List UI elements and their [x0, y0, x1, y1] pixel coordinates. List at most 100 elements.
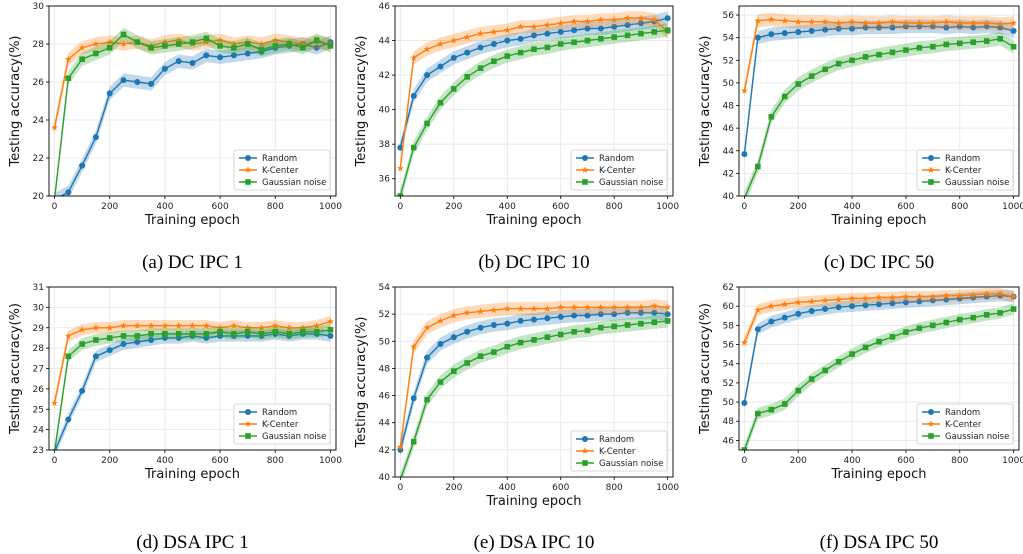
data-point — [396, 164, 404, 172]
data-point — [202, 38, 210, 45]
legend-swatch-marker — [928, 179, 934, 185]
data-point — [557, 19, 565, 27]
legend: Random K-Center Gaussian noise — [233, 403, 331, 445]
y-tick-label: 42 — [379, 71, 390, 81]
legend-label: Random — [945, 408, 980, 418]
data-point — [610, 16, 618, 23]
legend-swatch-marker — [582, 436, 588, 442]
data-point — [203, 52, 210, 59]
data-point — [544, 315, 551, 322]
legend: Random K-Center Gaussian noise — [916, 149, 1014, 191]
panel-caption: (c) DC IPC 50 — [824, 252, 934, 273]
data-point — [889, 49, 896, 56]
data-point — [996, 290, 1004, 297]
y-tick-label: 29 — [33, 324, 45, 334]
data-point — [768, 31, 775, 38]
data-point — [437, 99, 444, 106]
data-point — [464, 74, 470, 80]
data-point — [543, 305, 551, 312]
data-point — [849, 25, 856, 32]
data-point — [244, 41, 251, 47]
series-layer — [51, 27, 334, 196]
data-point — [835, 60, 842, 67]
data-point — [490, 28, 498, 35]
data-point — [996, 20, 1004, 27]
x-tick-label: 600 — [212, 202, 229, 212]
legend-label: K-Center — [945, 166, 982, 176]
data-point — [755, 163, 761, 170]
x-tick-label: 600 — [552, 202, 569, 212]
chart-panel-6: 0 200 400 600 800 1000 46 48 50 52 54 56 58 60 62 Train… — [698, 283, 1023, 553]
y-tick-label: 24 — [33, 426, 45, 436]
data-point — [956, 292, 964, 299]
data-point — [477, 353, 484, 360]
data-point — [637, 20, 644, 27]
data-point — [517, 317, 524, 324]
data-point — [491, 58, 497, 65]
data-point — [530, 23, 538, 30]
data-point — [795, 29, 802, 36]
data-point — [624, 22, 631, 28]
data-point — [557, 303, 565, 311]
data-point — [299, 40, 307, 47]
panel-caption: (d) DSA IPC 1 — [136, 532, 248, 553]
data-point — [983, 38, 990, 44]
data-point — [794, 18, 802, 25]
data-point — [120, 322, 127, 329]
data-point — [664, 318, 671, 324]
data-point — [78, 326, 86, 333]
axes-frame — [738, 5, 1020, 197]
data-point — [517, 339, 524, 346]
legend: Random K-Center Gaussian noise — [570, 149, 668, 191]
y-tick-label: 40 — [379, 106, 391, 116]
data-point — [956, 40, 963, 47]
data-point — [106, 324, 114, 331]
y-tick-label: 28 — [33, 344, 45, 354]
y-axis-label: Testing accuracy(%) — [698, 36, 713, 168]
data-point — [544, 44, 551, 51]
x-tick-label: 1000 — [656, 483, 679, 493]
data-point — [849, 303, 856, 310]
data-point — [437, 379, 444, 385]
data-point — [327, 326, 334, 333]
data-point — [230, 52, 237, 59]
y-axis-label: Testing accuracy(%) — [354, 317, 369, 449]
data-point — [531, 337, 537, 343]
data-point — [162, 331, 168, 337]
data-point — [983, 19, 991, 26]
data-point — [106, 45, 113, 51]
data-point — [450, 54, 457, 61]
x-tick-label: 200 — [790, 456, 807, 466]
y-tick-label: 50 — [723, 79, 735, 89]
series-band-0 — [54, 35, 331, 196]
data-point — [754, 326, 761, 333]
data-point — [571, 328, 577, 335]
x-tick-label: 600 — [552, 483, 569, 493]
data-point — [929, 19, 937, 26]
panel-caption: (f) DSA IPC 50 — [820, 532, 939, 553]
legend-swatch-marker — [244, 420, 252, 427]
data-point — [637, 309, 644, 316]
data-point — [531, 46, 537, 52]
data-point — [943, 319, 950, 326]
data-point — [543, 21, 551, 28]
x-tick-label: 400 — [499, 202, 516, 212]
data-point — [638, 30, 644, 37]
y-tick-label: 46 — [723, 436, 735, 446]
data-point — [202, 322, 210, 329]
data-point — [930, 322, 936, 329]
data-point — [664, 303, 672, 311]
data-point — [313, 322, 321, 329]
y-tick-label: 48 — [723, 102, 735, 112]
data-point — [942, 292, 950, 299]
data-point — [942, 18, 950, 25]
data-point — [490, 306, 498, 313]
data-point — [517, 49, 524, 56]
data-point — [598, 324, 604, 331]
data-point — [611, 323, 617, 330]
y-tick-label: 52 — [723, 56, 734, 66]
data-point — [570, 17, 578, 25]
y-tick-label: 26 — [33, 385, 45, 395]
data-point — [92, 324, 100, 331]
data-point — [258, 40, 265, 47]
